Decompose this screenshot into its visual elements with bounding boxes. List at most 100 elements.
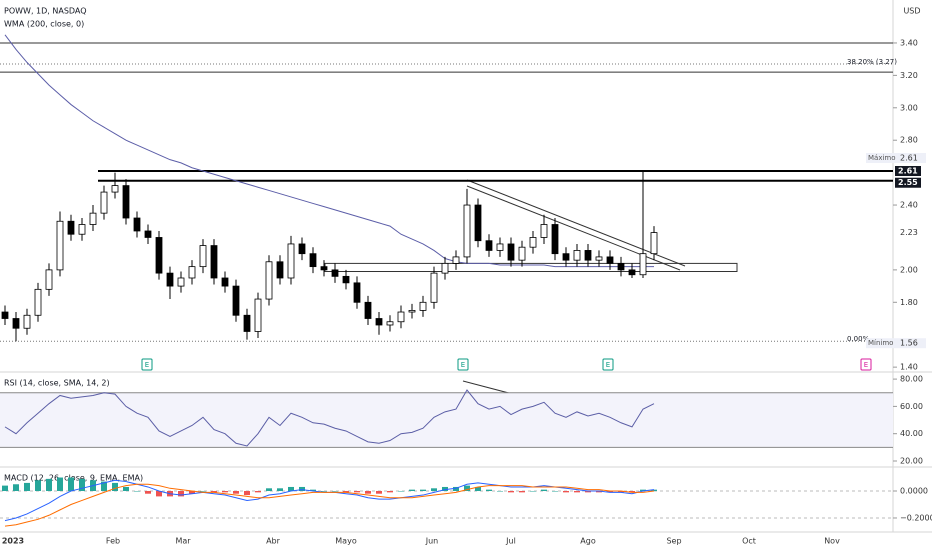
y-tick-label: 2.80 <box>900 136 918 145</box>
extreme-value: 1.56 <box>900 339 918 348</box>
candle-body <box>221 277 229 287</box>
histogram-bar <box>288 486 294 492</box>
event-label: E <box>606 361 610 369</box>
histogram-bar <box>310 489 316 492</box>
candle-body <box>628 269 636 276</box>
candle-body <box>606 256 614 264</box>
histogram-bar <box>200 491 206 492</box>
candle-body <box>386 321 394 326</box>
histogram-bar <box>541 489 547 492</box>
candle-body <box>562 253 570 261</box>
candle-body <box>100 191 108 214</box>
extreme-tag <box>866 153 926 164</box>
candle-body <box>507 243 515 261</box>
histogram-bar <box>266 488 272 492</box>
rsi-title: RSI (14, close, SMA, 14, 2) <box>4 379 110 388</box>
event-marker <box>860 358 872 371</box>
fib-label: 38.20% (3.27) <box>847 58 897 66</box>
candle-body <box>210 245 218 279</box>
histogram-bar <box>596 491 602 493</box>
candle-body <box>309 253 317 268</box>
extreme-label: Máximo <box>868 154 896 162</box>
y-tick-label: 3.40 <box>900 38 918 47</box>
candle-body <box>353 282 361 303</box>
candle-body <box>144 230 152 238</box>
histogram-bar <box>420 489 426 492</box>
histogram-bar <box>519 491 525 493</box>
histogram-bar <box>123 486 129 492</box>
x-tick-label: Mayo <box>335 537 357 546</box>
candle-body <box>452 256 460 264</box>
y-tick-label: 80.00 <box>900 375 923 384</box>
price-tag <box>895 166 921 177</box>
candle-body <box>12 318 20 329</box>
candle-body <box>1 311 9 319</box>
histogram-bar <box>464 485 470 492</box>
event-marker <box>141 358 153 371</box>
symbol-title: POWW, 1D, NASDAQ <box>4 7 87 16</box>
x-tick-label: 2023 <box>2 537 24 546</box>
candle-body <box>342 275 350 284</box>
histogram-bar <box>508 491 514 493</box>
candle-body <box>111 185 119 193</box>
histogram-bar <box>453 486 459 492</box>
histogram-bar <box>46 478 52 492</box>
histogram-bar <box>13 484 19 492</box>
histogram-bar <box>79 478 85 492</box>
candle-body <box>133 217 141 232</box>
candle-body <box>177 277 185 287</box>
histogram-bar <box>233 491 239 494</box>
y-tick-label: −0.2000 <box>900 513 932 522</box>
x-tick-label: Ago <box>580 537 596 546</box>
histogram-bar <box>607 491 613 493</box>
event-marker <box>457 358 469 371</box>
candle-body <box>199 245 207 268</box>
candle-body <box>155 237 163 274</box>
histogram-bar <box>431 488 437 492</box>
candle-body <box>375 318 383 326</box>
event-label: E <box>864 361 868 369</box>
candle-body <box>243 314 251 332</box>
candle-body <box>298 243 306 255</box>
wma-line <box>4 34 654 268</box>
macd-line <box>4 483 655 527</box>
x-tick-label: Nov <box>824 537 840 546</box>
histogram-bar <box>2 485 8 492</box>
histogram-bar <box>332 491 338 492</box>
candle-body <box>56 220 64 271</box>
candle-body <box>397 311 405 323</box>
histogram-bar <box>398 491 404 492</box>
x-tick-label: Mar <box>175 537 191 546</box>
histogram-bar <box>244 491 250 496</box>
candle-body <box>496 243 504 251</box>
extreme-value: 2.61 <box>900 154 918 163</box>
y-tick-label: 0.0000 <box>900 487 928 496</box>
histogram-bar <box>530 491 536 492</box>
y-tick-label: 2.40 <box>900 201 918 210</box>
histogram-bar <box>343 491 349 493</box>
histogram-bar <box>189 491 195 494</box>
y-tick-label: 40.00 <box>900 429 923 438</box>
candle-body <box>331 269 339 277</box>
histogram-bar <box>563 491 569 493</box>
candle-body <box>419 301 427 311</box>
histogram-bar <box>640 489 646 492</box>
candle-body <box>650 232 658 255</box>
histogram-bar <box>387 491 393 493</box>
extreme-tag <box>866 338 926 349</box>
candle-body <box>463 204 471 258</box>
x-tick-label: Jun <box>425 537 439 546</box>
histogram-bar <box>134 491 140 492</box>
y-tick-label: 3.00 <box>900 103 918 112</box>
histogram-bar <box>321 491 327 492</box>
histogram-bar <box>112 482 118 492</box>
candle-body <box>485 240 493 251</box>
y-tick-label: 3.20 <box>900 71 918 80</box>
histogram-bar <box>629 491 635 493</box>
candle-body <box>166 272 174 287</box>
candle-body <box>45 269 53 290</box>
candle-body <box>122 185 130 219</box>
y-tick-label: 60.00 <box>900 402 923 411</box>
histogram-bar <box>101 481 107 492</box>
